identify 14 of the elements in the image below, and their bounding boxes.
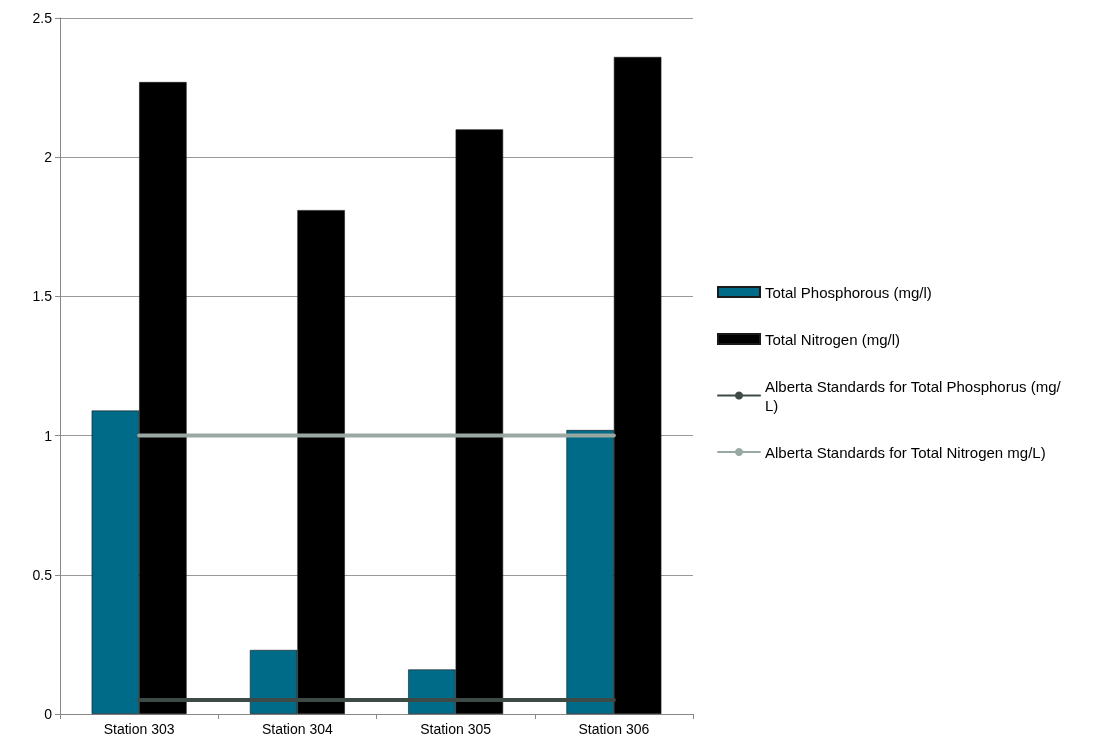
- x-tick-label: Station 303: [103, 721, 175, 737]
- y-tick-label: 2: [44, 149, 53, 166]
- legend-label: Alberta Standards for Total Nitrogen mg/L): [765, 443, 1046, 461]
- y-tick-label: 0: [44, 706, 53, 722]
- x-tick-label: Station 306: [578, 721, 650, 737]
- y-tick-label: 0.5: [32, 566, 53, 583]
- x-tick-label: Station 305: [420, 721, 492, 737]
- legend-label: Total Phosphorous (mg/l): [765, 283, 932, 301]
- y-tick-label: 2.5: [32, 10, 53, 26]
- legend-label: Alberta Standards for Total Phosphorus (mg/L): [765, 377, 1062, 414]
- legend-label: Total Nitrogen (mg/l): [765, 330, 901, 348]
- y-tick-label: 1.5: [32, 288, 53, 305]
- x-tick-label: Station 304: [261, 721, 333, 737]
- y-tick-label: 1: [44, 427, 53, 444]
